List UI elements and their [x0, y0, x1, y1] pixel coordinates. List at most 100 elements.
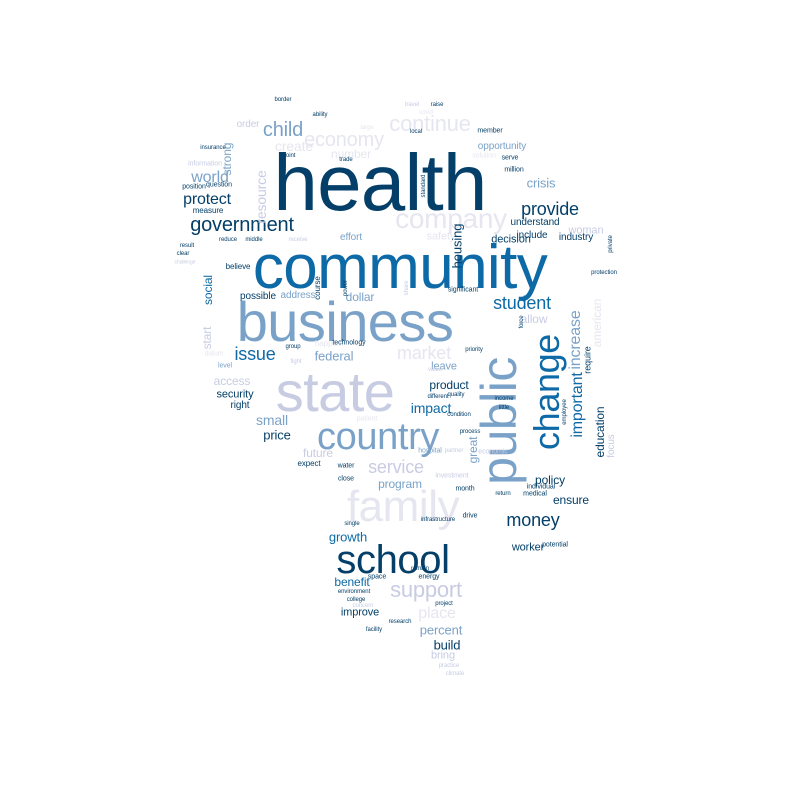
word-covid: covid — [419, 110, 433, 116]
word-change: change — [526, 334, 567, 450]
word-bring: bring — [431, 649, 455, 662]
word-infrastructure: infrastructure — [420, 517, 456, 523]
word-security: security — [216, 388, 254, 401]
word-fight: fight — [290, 359, 302, 365]
word-resource: resource — [253, 170, 269, 224]
word-technology: technology — [332, 339, 366, 347]
word-medical: medical — [523, 490, 547, 498]
word-access: access — [213, 374, 251, 388]
word-million: million — [504, 166, 524, 174]
word-close: close — [338, 475, 354, 483]
word-company: company — [395, 203, 507, 234]
word-reduce: reduce — [219, 237, 237, 243]
word-raise: raise — [430, 102, 444, 108]
word-start: start — [200, 326, 214, 350]
word-build: build — [433, 637, 461, 653]
word-growth: growth — [328, 529, 368, 545]
word-leave: leave — [431, 360, 457, 373]
word-health: health — [273, 138, 487, 227]
word-potential: potential — [542, 541, 568, 549]
word-program: program — [378, 477, 422, 491]
word-community: community — [252, 233, 548, 302]
word-safety: safety — [426, 230, 456, 243]
word-income: income — [494, 396, 514, 402]
word-border: border — [274, 97, 292, 103]
word-member: member — [477, 127, 503, 135]
word-allow: allow — [520, 312, 548, 326]
word-single: single — [344, 521, 360, 527]
word-drive: drive — [462, 512, 478, 520]
word-expect: expect — [297, 459, 321, 468]
word-remain: remain — [411, 566, 429, 572]
word-product: product — [429, 378, 469, 392]
word-receive: receive — [288, 237, 308, 243]
word-local: local — [409, 129, 423, 135]
word-power: power — [343, 279, 349, 297]
word-process: process — [459, 429, 481, 435]
word-industry: industry — [558, 232, 594, 243]
word-value: value — [427, 367, 443, 373]
word-understand: understand — [510, 217, 560, 228]
word-serve: serve — [501, 154, 519, 162]
word-middle: middle — [245, 237, 263, 243]
word-crisis: crisis — [526, 175, 556, 191]
word-decision: decision — [491, 233, 531, 246]
word-standard: standard — [421, 174, 427, 198]
word-continue: continue — [389, 111, 471, 136]
word-clear: clear — [176, 251, 190, 257]
word-place: place — [418, 605, 456, 622]
word-small: small — [256, 412, 288, 428]
word-research: research — [388, 619, 412, 625]
word-economic: economic — [478, 448, 508, 456]
word-challenge: challenge — [174, 259, 196, 266]
word-travel: travel — [404, 102, 420, 108]
word-protect: protect — [183, 191, 231, 208]
word-college: college — [346, 597, 366, 603]
word-climate: climate — [445, 671, 465, 677]
word-housing: housing — [449, 223, 465, 269]
word-point: point — [282, 153, 296, 159]
word-family: family — [346, 482, 460, 531]
word-hospital: hospital — [418, 447, 442, 455]
word-force: force — [519, 315, 525, 329]
word-worker: worker — [511, 541, 545, 554]
word-include: include — [516, 230, 548, 241]
word-position: position — [182, 183, 206, 191]
word-state: state — [275, 360, 395, 423]
word-result: result — [179, 243, 195, 249]
word-happen: happen — [314, 339, 342, 348]
word-month: month — [455, 485, 475, 493]
word-school: school — [336, 538, 450, 582]
word-trade: trade — [339, 157, 353, 163]
word-quality: quality — [447, 392, 465, 398]
word-money: money — [506, 510, 560, 530]
word-order: order — [236, 119, 260, 130]
word-percent: percent — [419, 622, 463, 638]
word-datum: datum — [204, 350, 224, 358]
word-woman: woman — [568, 224, 604, 237]
word-measure: measure — [192, 206, 224, 215]
word-insurance: insurance — [200, 145, 226, 151]
word-question: question — [206, 181, 232, 189]
word-provide: provide — [521, 199, 579, 219]
word-solution: solution — [472, 152, 496, 160]
word-create: create — [274, 138, 314, 154]
word-country: country — [317, 416, 439, 458]
word-federal: federal — [314, 348, 354, 364]
word-american: american — [590, 298, 604, 348]
word-protection: protection — [591, 270, 617, 276]
word-right: right — [230, 400, 250, 411]
word-impact: impact — [410, 400, 452, 416]
word-support: support — [390, 577, 462, 602]
word-world: world — [191, 169, 229, 186]
word-social: social — [201, 275, 215, 305]
word-issue: issue — [234, 344, 276, 364]
word-education: education — [593, 406, 607, 458]
word-economy: economy — [304, 129, 384, 151]
word-benefit: benefit — [334, 575, 370, 589]
word-child: child — [262, 119, 304, 141]
word-patient: patient — [356, 415, 378, 423]
word-significant: significant — [447, 286, 479, 294]
word-improve: improve — [340, 606, 380, 619]
